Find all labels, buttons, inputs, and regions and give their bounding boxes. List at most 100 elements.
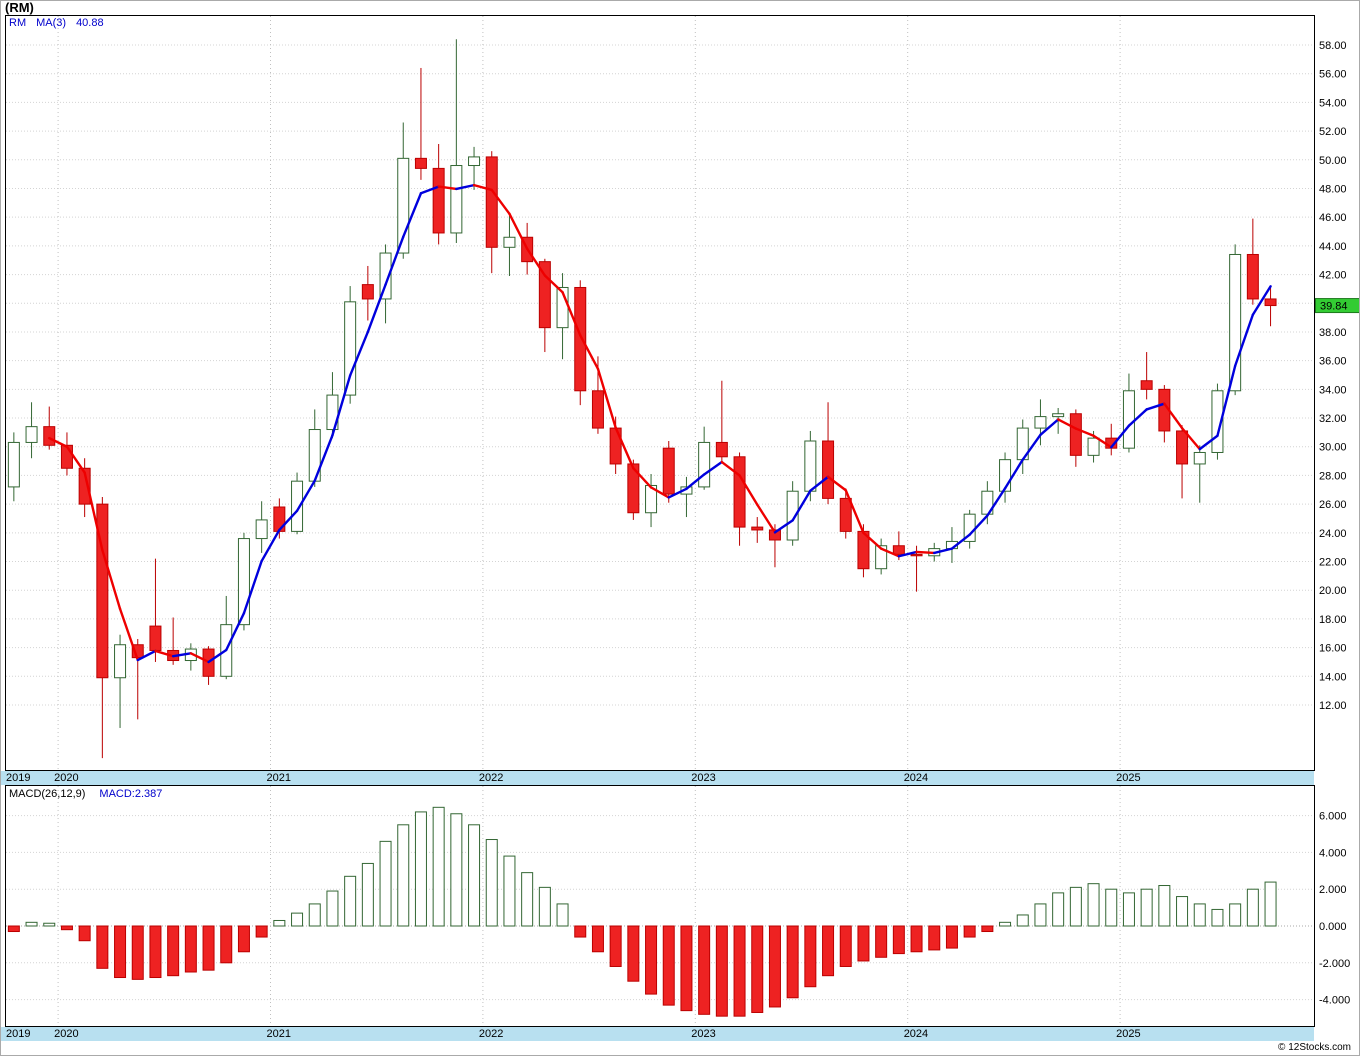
candle-body bbox=[379, 252, 392, 300]
candle-body bbox=[1176, 430, 1189, 465]
macd-bar bbox=[273, 919, 286, 927]
macd-bar bbox=[574, 925, 587, 938]
macd-bar bbox=[167, 925, 180, 977]
macd-chart-canvas[interactable]: 6.000 4.000 2.000 0.000 -2.000 -4.000 bbox=[1, 785, 1360, 1027]
macd-bar bbox=[379, 840, 392, 927]
price-axis-tick: 42.00 bbox=[1319, 270, 1347, 282]
macd-bar bbox=[149, 925, 162, 979]
candle-body bbox=[822, 440, 835, 499]
price-axis-tick: 56.00 bbox=[1319, 69, 1347, 81]
price-axis-tick: 14.00 bbox=[1319, 671, 1347, 683]
candle-body bbox=[892, 545, 905, 555]
macd-axis-tick: 2.000 bbox=[1319, 884, 1347, 896]
candle-body bbox=[1034, 416, 1047, 429]
candle-body bbox=[7, 441, 20, 488]
macd-bar bbox=[1069, 886, 1082, 927]
macd-bar bbox=[1034, 903, 1047, 927]
year-label: 2024 bbox=[903, 772, 929, 784]
candle-body bbox=[538, 261, 551, 329]
macd-bar bbox=[645, 925, 658, 995]
price-axis-tick: 24.00 bbox=[1319, 528, 1347, 540]
ma-label: MA(3) bbox=[36, 17, 67, 29]
year-label: 2021 bbox=[266, 1028, 291, 1040]
price-axis-tick: 46.00 bbox=[1319, 212, 1347, 224]
macd-bar bbox=[910, 925, 923, 953]
macd-bar bbox=[326, 890, 339, 927]
macd-bar bbox=[114, 925, 127, 979]
macd-legend: MACD(26,12,9) MACD:2.387 bbox=[9, 788, 162, 800]
candle-body bbox=[768, 529, 781, 541]
candle-body bbox=[786, 490, 799, 541]
macd-bar bbox=[7, 925, 20, 933]
macd-bar bbox=[503, 855, 516, 927]
year-label: 2020 bbox=[54, 1028, 79, 1040]
macd-bar bbox=[786, 925, 799, 999]
ma-value: 40.88 bbox=[76, 17, 104, 29]
macd-bar bbox=[1246, 888, 1259, 927]
candle-body bbox=[326, 394, 339, 431]
price-chart-canvas[interactable]: 12.00 14.00 16.00 18.00 20.00 22.00 24.00 26.00… bbox=[1, 15, 1360, 771]
year-label: 2019 bbox=[6, 772, 31, 784]
candle-body bbox=[1229, 253, 1242, 392]
macd-bar bbox=[981, 925, 994, 933]
year-label: 2022 bbox=[478, 772, 504, 784]
macd-label: MACD(26,12,9) bbox=[9, 788, 86, 800]
macd-bar bbox=[1140, 888, 1153, 927]
candle-body bbox=[78, 467, 91, 505]
macd-bar bbox=[361, 862, 374, 927]
candle-body bbox=[875, 545, 888, 570]
price-axis-tick: 38.00 bbox=[1319, 327, 1347, 339]
macd-bar bbox=[131, 925, 144, 980]
macd-bar bbox=[591, 925, 604, 953]
last-price-tag-text: 39.84 bbox=[1320, 301, 1348, 313]
price-chart-year-axis: 2019 2020 2021 2022 2023 2024 2025 bbox=[1, 771, 1314, 785]
candle-body bbox=[1140, 380, 1153, 390]
candle-body bbox=[910, 553, 923, 557]
ma-line bbox=[48, 183, 1272, 664]
macd-bar bbox=[414, 811, 427, 927]
candle-body bbox=[1052, 413, 1065, 418]
price-axis-tick: 12.00 bbox=[1319, 700, 1347, 712]
year-label: 2023 bbox=[691, 772, 716, 784]
candle-body bbox=[414, 157, 427, 169]
macd-bar bbox=[96, 925, 109, 969]
last-price-tag bbox=[1315, 298, 1359, 314]
macd-bar bbox=[804, 925, 817, 988]
candle-body bbox=[237, 538, 250, 626]
year-label: 2023 bbox=[691, 1028, 716, 1040]
macd-bar bbox=[184, 925, 197, 973]
macd-bar bbox=[1158, 885, 1171, 927]
candle-body bbox=[645, 484, 658, 514]
candle-body bbox=[574, 286, 587, 392]
macd-axis-tick: 4.000 bbox=[1319, 847, 1347, 859]
candle-body bbox=[1193, 451, 1206, 465]
macd-bar bbox=[999, 921, 1012, 927]
macd-bar bbox=[485, 839, 498, 927]
candle-body bbox=[715, 441, 728, 458]
candle-body bbox=[291, 480, 304, 532]
candle-body bbox=[361, 284, 374, 300]
candlesticks bbox=[7, 39, 1277, 759]
macd-bar bbox=[1176, 896, 1189, 927]
macd-bar bbox=[945, 925, 958, 949]
price-axis-tick: 54.00 bbox=[1319, 97, 1347, 109]
macd-axis-tick: 0.000 bbox=[1319, 921, 1347, 933]
macd-bar bbox=[963, 925, 976, 938]
candle-body bbox=[273, 506, 286, 532]
candle-body bbox=[344, 301, 357, 396]
macd-bar bbox=[662, 925, 675, 1006]
candle-body bbox=[733, 456, 746, 528]
price-axis-tick: 50.00 bbox=[1319, 155, 1347, 167]
macd-bar bbox=[468, 824, 481, 927]
price-axis-tick: 22.00 bbox=[1319, 557, 1347, 569]
macd-bar bbox=[1052, 892, 1065, 927]
candle-body bbox=[114, 644, 127, 679]
candle-body bbox=[397, 157, 410, 254]
year-label: 2024 bbox=[903, 1028, 929, 1040]
macd-bar bbox=[680, 925, 693, 1012]
year-label: 2025 bbox=[1116, 1028, 1141, 1040]
macd-value: MACD:2.387 bbox=[99, 788, 163, 800]
macd-bar bbox=[521, 872, 534, 927]
macd-year-axis: 2019 2020 2021 2022 2023 2024 2025 bbox=[1, 1027, 1314, 1041]
